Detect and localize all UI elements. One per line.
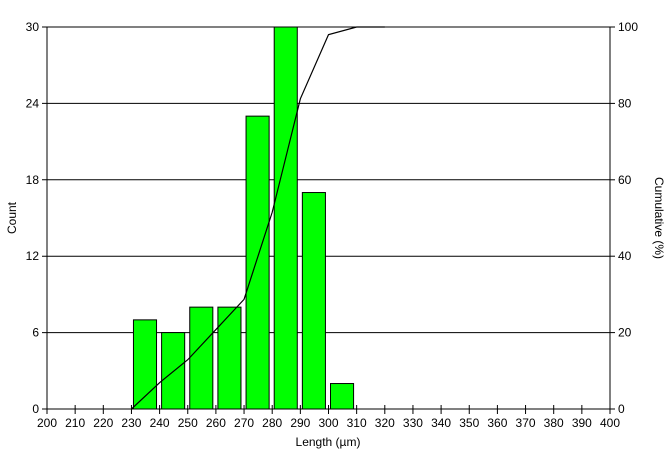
y2-tick-label: 80 [618, 96, 632, 110]
x-tick-label: 220 [93, 416, 113, 430]
cumulative-line [131, 26, 385, 410]
histogram-bar [217, 306, 242, 410]
x-tick-label: 360 [487, 416, 507, 430]
y-tick-label: 6 [32, 326, 39, 340]
histogram-bar [189, 306, 214, 410]
x-tick-label: 250 [178, 416, 198, 430]
histogram-bar [273, 26, 298, 410]
y2-tick-label: 40 [618, 249, 632, 263]
cumulative-line-group [131, 26, 385, 410]
histogram-bar [245, 115, 270, 410]
histogram-bar [161, 332, 186, 410]
y-axis-label: Count [5, 201, 19, 234]
x-tick-label: 400 [600, 416, 620, 430]
x-tick-label: 260 [206, 416, 226, 430]
y-tick-label: 24 [26, 96, 40, 110]
y-tick-label: 30 [26, 20, 40, 34]
x-tick-label: 300 [318, 416, 338, 430]
x-tick-label: 390 [572, 416, 592, 430]
x-tick-label: 350 [459, 416, 479, 430]
y2-tick-label: 60 [618, 173, 632, 187]
y-tick-label: 12 [26, 249, 40, 263]
histogram-bar [330, 383, 355, 410]
x-axis-label: Length (µm) [296, 435, 361, 449]
x-tick-label: 290 [290, 416, 310, 430]
x-tick-label: 270 [234, 416, 254, 430]
y-tick-label: 0 [32, 402, 39, 416]
y2-tick-label: 20 [618, 326, 632, 340]
y-tick-label: 18 [26, 173, 40, 187]
x-tick-label: 320 [375, 416, 395, 430]
x-tick-label: 210 [65, 416, 85, 430]
x-tick-label: 370 [516, 416, 536, 430]
x-tick-label: 240 [150, 416, 170, 430]
bars [132, 26, 355, 410]
histogram-bar [301, 192, 326, 410]
y2-tick-label: 0 [618, 402, 625, 416]
y2-axis-label: Cumulative (%) [652, 177, 666, 259]
x-tick-label: 330 [403, 416, 423, 430]
grid-lines [42, 26, 610, 410]
x-tick-label: 340 [431, 416, 451, 430]
x-tick-label: 200 [37, 416, 57, 430]
x-tick-label: 380 [544, 416, 564, 430]
x-tick-label: 310 [347, 416, 367, 430]
x-tick-label: 230 [121, 416, 141, 430]
y2-tick-label: 100 [618, 20, 638, 34]
x-tick-label: 280 [262, 416, 282, 430]
